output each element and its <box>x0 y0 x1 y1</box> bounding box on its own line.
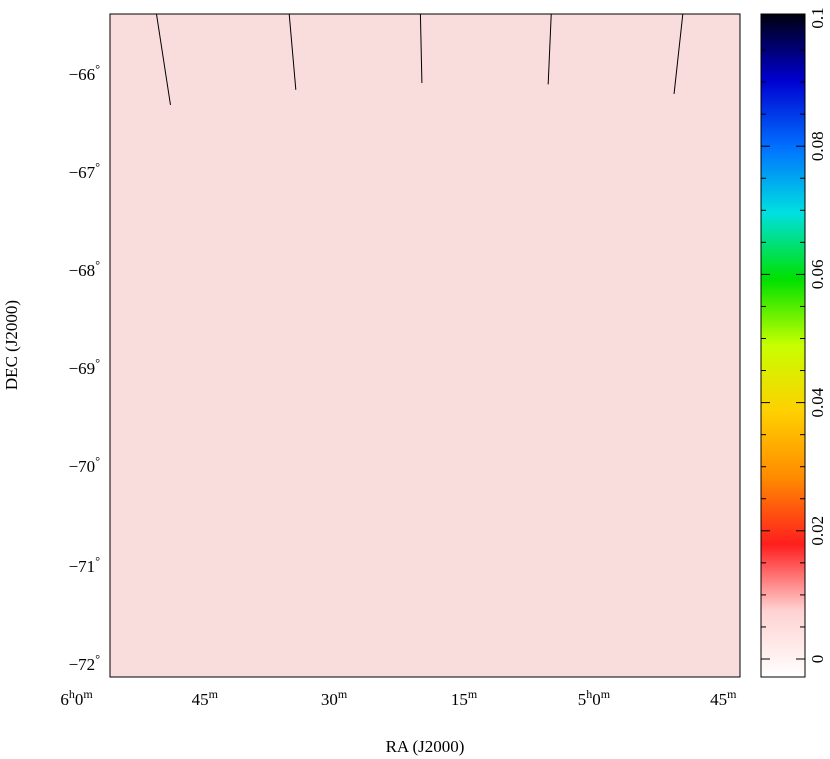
colorbar-ticks: 0 0.02 0.04 0.06 0.08 0.1 <box>761 7 827 663</box>
colorbar-tick-label: 0.02 <box>808 516 827 546</box>
colorbar <box>760 13 806 678</box>
x-tick-label: 30m <box>321 687 348 709</box>
colorbar-tick-label: 0.08 <box>808 131 827 161</box>
colorbar-tick-label: 0.06 <box>808 260 827 290</box>
colorbar-tick-label: 0.04 <box>808 387 827 417</box>
x-tick-label: 45m <box>710 687 737 709</box>
y-axis-label: DEC (J2000) <box>2 300 21 390</box>
colorbar-tick-label: 0 <box>808 655 827 664</box>
y-tick-label: −67° <box>69 160 101 182</box>
x-tick-label: 15m <box>451 687 478 709</box>
y-tick-label: −72° <box>69 652 101 674</box>
plot-background <box>110 14 740 677</box>
y-tick-label: −71° <box>69 554 101 576</box>
x-tick-label: 45m <box>192 687 219 709</box>
y-tick-label: −69° <box>69 356 101 378</box>
y-tick-label: −68° <box>69 258 101 280</box>
colorbar-tick-label: 0.1 <box>808 7 827 28</box>
x-axis-label: RA (J2000) <box>386 737 465 756</box>
y-tick-labels: −66° −67° −68° −69° −70° −71° −72° <box>69 62 101 674</box>
y-tick-label: −66° <box>69 62 101 84</box>
x-tick-labels: 6h0m 45m 30m 15m 5h0m 45m <box>60 687 737 709</box>
y-tick-label: −70° <box>69 454 101 476</box>
x-tick-label: 6h0m <box>60 687 93 709</box>
x-tick-label: 5h0m <box>578 687 611 709</box>
ra-grid-line <box>0 0 46 128</box>
plot-frame <box>109 13 741 678</box>
